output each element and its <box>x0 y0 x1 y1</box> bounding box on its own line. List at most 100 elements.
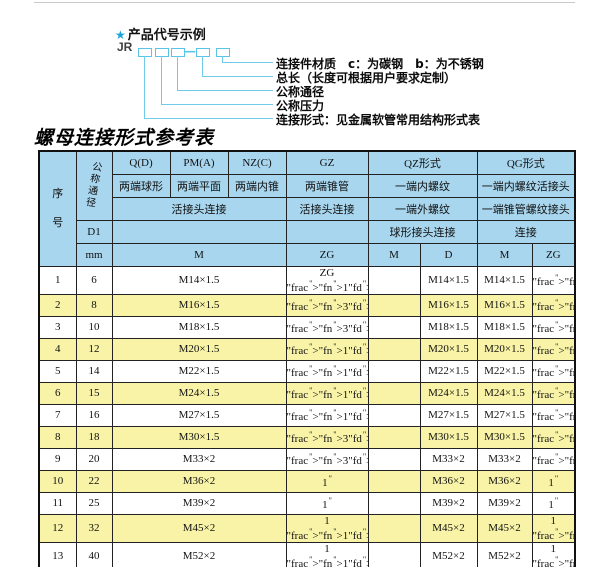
cell-gz_zg: "frac">"fn">1"fd">2" <box>285 403 369 427</box>
table-row: 11 25 M39×2 1" M39×2 M39×2 1" <box>38 491 576 515</box>
header-col-gz: GZ <box>285 150 369 175</box>
cell-qz_d: M39×2 <box>419 491 478 515</box>
label-form: 连接形式：见金属软管常用结构形式表 <box>276 113 481 127</box>
cell-qz_m <box>367 447 421 471</box>
cell-m: M27×1.5 <box>111 403 287 427</box>
cell-gz_zg: "frac">"fn">1"fd">2" <box>285 359 369 383</box>
header-qz-type2: 一端外螺纹 <box>367 197 478 221</box>
header-col-qz: QZ形式 <box>367 150 478 175</box>
cell-qz_d: M16×1.5 <box>419 293 478 317</box>
header-empty-gz <box>285 220 369 244</box>
cell-gz_zg: "frac">"fn">3"fd">8" <box>285 293 369 317</box>
connector-line-pressure <box>161 56 273 105</box>
cell-mm: 25 <box>75 491 113 515</box>
table-row: 818M30×1.5"frac">"fn">3"fd">4"M30×1.5M30… <box>38 425 576 449</box>
cell-qz_m <box>367 293 421 317</box>
cell-qz_d: M20×1.5 <box>419 337 478 361</box>
table-row: 514M22×1.5"frac">"fn">1"fd">2"M22×1.5M22… <box>38 359 576 383</box>
label-length: 总长（长度可根据用户要求定制） <box>276 71 457 85</box>
cell-qg_zg: "frac">"fn">1"fd">4" <box>531 266 576 295</box>
cell-qg_m: M14×1.5 <box>476 266 533 295</box>
cell-m: M39×2 <box>111 491 287 515</box>
product-code-heading: ★ 产品代号示例 <box>115 24 206 43</box>
cell-m: M52×2 <box>111 541 287 567</box>
header-col-pm: PM(A) <box>169 150 229 175</box>
cell-qz_d: M27×1.5 <box>419 403 478 427</box>
header-col-qg: QG形式 <box>476 150 576 175</box>
table-row: 615M24×1.5"frac">"fn">1"fd">2"M24×1.5M24… <box>38 381 576 405</box>
cell-mm: 8 <box>75 293 113 317</box>
cell-qg_m: M52×2 <box>476 541 533 567</box>
cell-seq: 6 <box>38 381 77 405</box>
header-seq: 序号 <box>38 150 77 267</box>
table-row: 310M18×1.5"frac">"fn">3"fd">8"M18×1.5M18… <box>38 315 576 339</box>
cell-gz_zg: 1 "frac">"fn">1"fd">4" <box>285 513 369 543</box>
cell-qz_m <box>367 491 421 515</box>
header-m: M <box>111 243 287 267</box>
cell-mm: 6 <box>75 266 113 295</box>
header-qz-d: D <box>419 243 478 267</box>
cell-qg_zg: "frac">"fn">1"fd">2" <box>531 381 576 405</box>
header-d1: D1 <box>75 220 113 244</box>
cell-qz_m <box>367 469 421 493</box>
cell-seq: 4 <box>38 337 77 361</box>
cell-gz_zg: 1" <box>285 491 369 515</box>
header-unit: mm <box>75 243 113 267</box>
product-code-heading-text: 产品代号示例 <box>127 28 206 43</box>
cell-qg_m: M45×2 <box>476 513 533 543</box>
table-row: 412M20×1.5"frac">"fn">1"fd">2"M20×1.5M20… <box>38 337 576 361</box>
cell-gz_zg: 1 "frac">"fn">1"fd">2" <box>285 541 369 567</box>
cell-seq: 13 <box>38 541 77 567</box>
cell-qz_m <box>367 337 421 361</box>
cell-qg_m: M22×1.5 <box>476 359 533 383</box>
cell-qg_m: M39×2 <box>476 491 533 515</box>
cell-mm: 32 <box>75 513 113 543</box>
cell-seq: 11 <box>38 491 77 515</box>
code-box-3 <box>171 48 185 57</box>
star-icon: ★ <box>115 28 126 42</box>
header-empty-left <box>111 220 287 244</box>
cell-mm: 15 <box>75 381 113 405</box>
cell-qg_zg: 1 "frac">"fn">1"fd">2" <box>531 541 576 567</box>
cell-qg_zg: "frac">"fn">3"fd">4" <box>531 425 576 449</box>
header-col-nz: NZ(C) <box>227 150 287 175</box>
cell-qg_m: M24×1.5 <box>476 381 533 405</box>
cell-gz_zg: ZG "frac">"fn">1"fd">4" <box>285 266 369 295</box>
cell-gz_zg: "frac">"fn">1"fd">2" <box>285 381 369 405</box>
header-qg-type2: 一端锥管螺纹接头 <box>476 197 576 221</box>
cell-qg_zg: "frac">"fn">1"fd">2" <box>531 359 576 383</box>
cell-qz_d: M36×2 <box>419 469 478 493</box>
cell-mm: 14 <box>75 359 113 383</box>
cell-qg_zg: "frac">"fn">3"fd">8" <box>531 315 576 339</box>
cell-qg_m: M33×2 <box>476 447 533 471</box>
cell-m: M16×1.5 <box>111 293 287 317</box>
label-diameter: 公称通径 <box>276 85 325 99</box>
cell-seq: 8 <box>38 425 77 449</box>
cell-qz_d: M18×1.5 <box>419 315 478 339</box>
cell-qg_m: M27×1.5 <box>476 403 533 427</box>
header-seq-label: 序号 <box>52 188 64 229</box>
cell-gz_zg: "frac">"fn">3"fd">4" <box>285 447 369 471</box>
cell-qz_d: M45×2 <box>419 513 478 543</box>
cell-qz_m <box>367 315 421 339</box>
cell-seq: 9 <box>38 447 77 471</box>
cell-gz_zg: "frac">"fn">3"fd">4" <box>285 425 369 449</box>
cell-mm: 20 <box>75 447 113 471</box>
cell-m: M20×1.5 <box>111 337 287 361</box>
code-box-4 <box>196 48 210 57</box>
header-qg-conn: 连接 <box>476 220 576 244</box>
cell-qz_d: M14×1.5 <box>419 266 478 295</box>
cell-m: M45×2 <box>111 513 287 543</box>
cell-m: M22×1.5 <box>111 359 287 383</box>
connector-line-diameter <box>177 56 273 91</box>
cell-seq: 2 <box>38 293 77 317</box>
header-qg-m: M <box>476 243 533 267</box>
header-qz-type: 一端内螺纹 <box>367 174 478 198</box>
cell-qz_m <box>367 381 421 405</box>
cell-qg_zg: "frac">"fn">1"fd">2" <box>531 403 576 427</box>
connector-line-form <box>144 56 273 119</box>
cell-m: M18×1.5 <box>111 315 287 339</box>
cell-qg_zg: "frac">"fn">3"fd">4" <box>531 447 576 471</box>
